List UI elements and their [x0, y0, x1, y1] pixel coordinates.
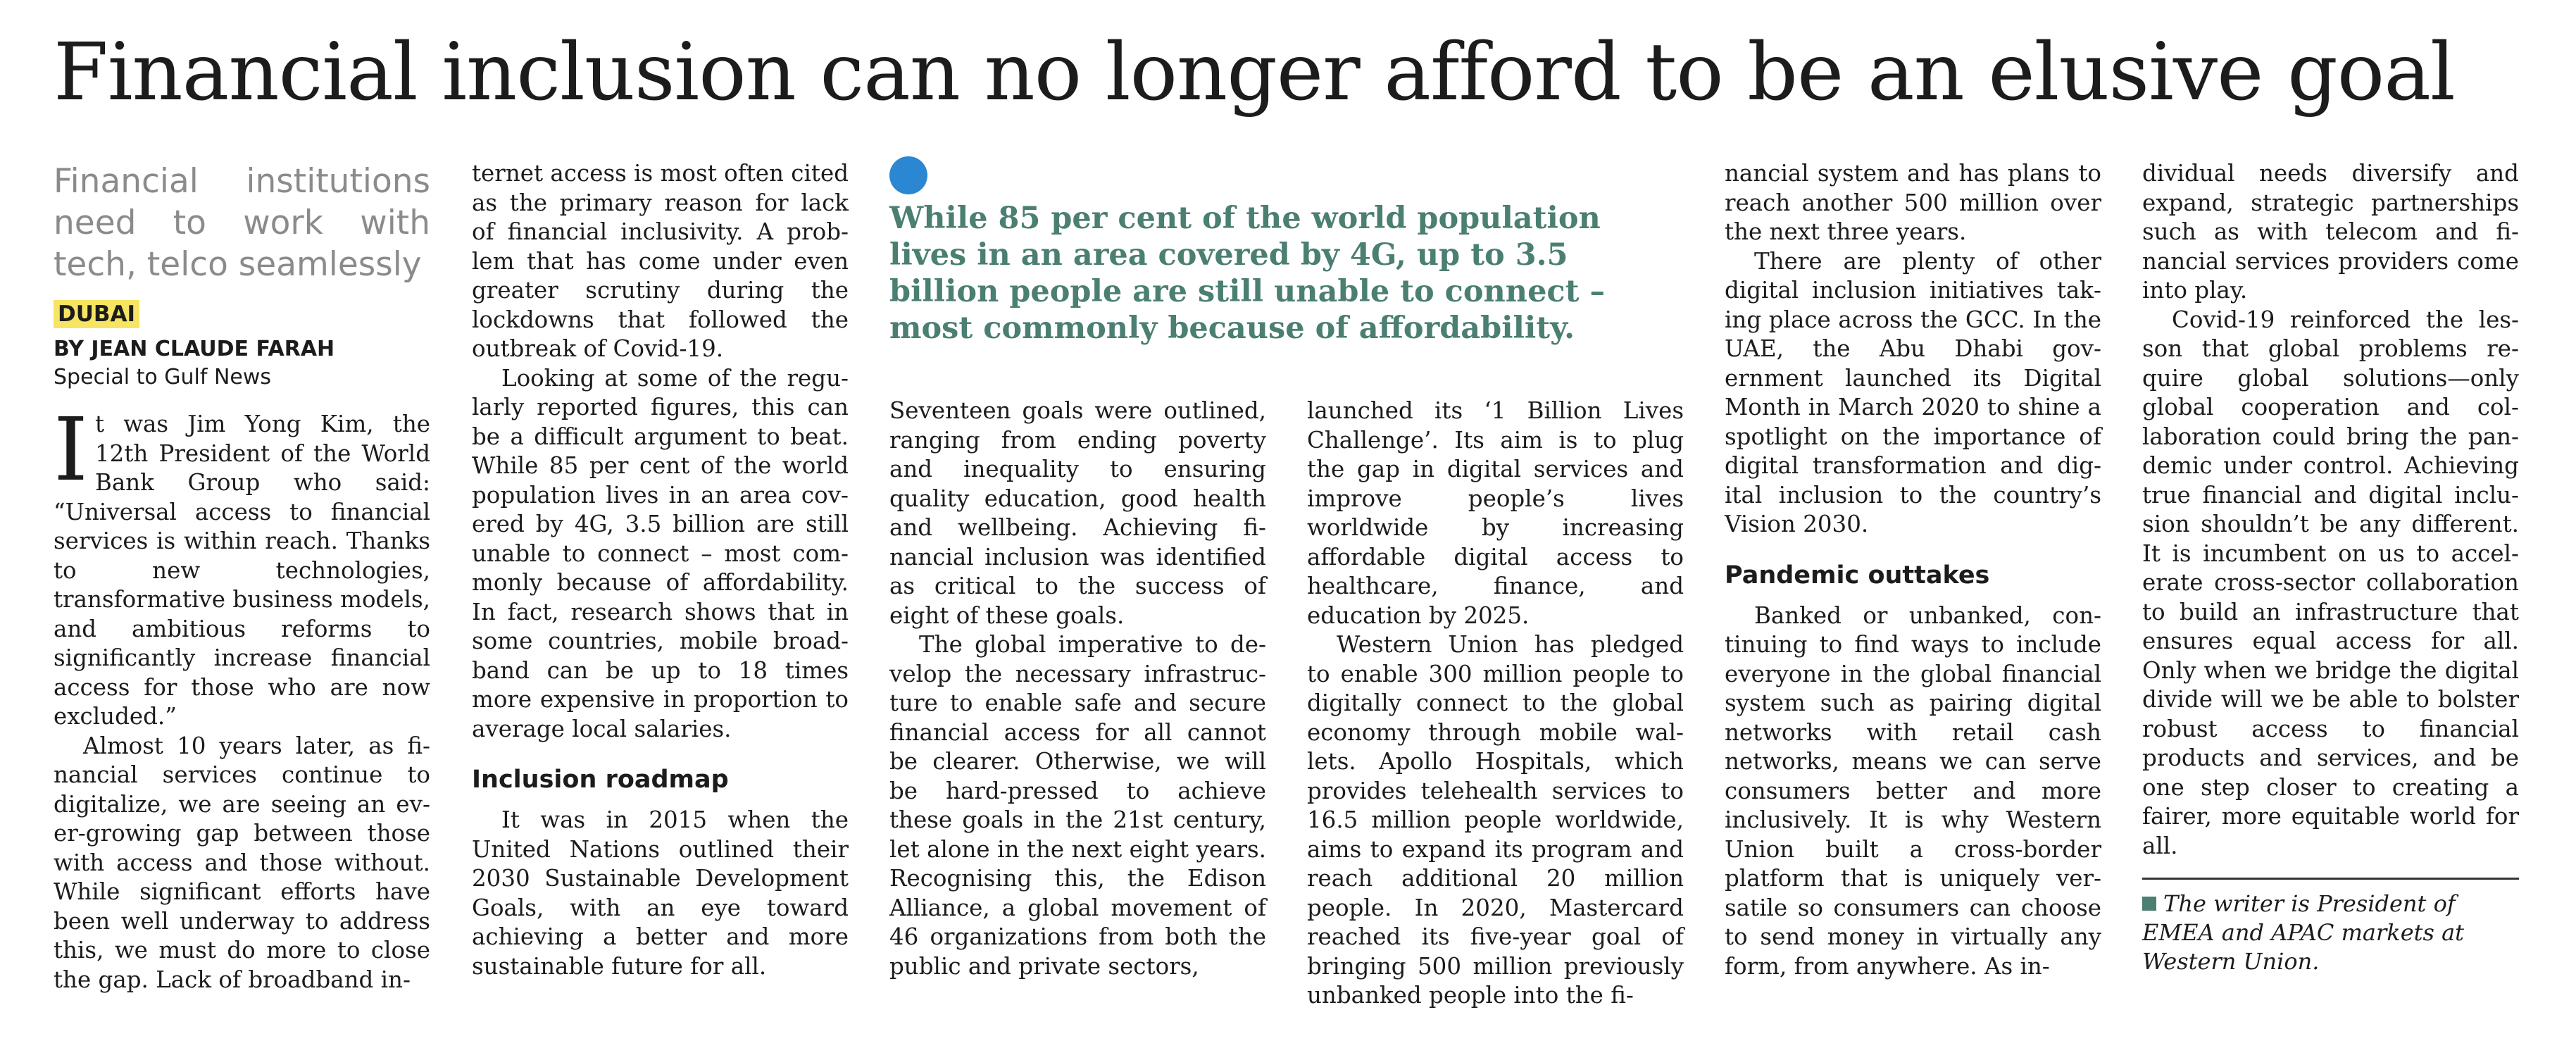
- bullet-dot-icon: [889, 156, 927, 194]
- paragraph: dividual needs diversify and expand, str…: [2142, 160, 2519, 304]
- column-4: launched its ‘1 Billion Lives Challenge’…: [1307, 397, 1684, 1011]
- column-2: ternet access is most often cited as the…: [472, 159, 849, 981]
- paragraph: It was in 2015 when the United Nations o…: [472, 806, 849, 980]
- pull-quote: While 85 per cent of the world populatio…: [889, 156, 1678, 347]
- paragraph-text: t was Jim Yong Kim, the 12th President o…: [54, 411, 430, 730]
- deck: Financial institutions need to work with…: [54, 162, 430, 284]
- subhead-pandemic-outtakes: Pandemic outtakes: [1725, 561, 1990, 590]
- subhead-inclusion-roadmap: Inclusion roadmap: [472, 766, 729, 794]
- column-6: dividual needs diversify and expand, str…: [2142, 159, 2519, 976]
- column-5: nancial system and has plans to reach an…: [1725, 159, 2101, 981]
- footnote-divider: [2142, 878, 2519, 880]
- byline-subtitle: Special to Gulf News: [54, 365, 272, 389]
- column-1: Financial institutions need to work with…: [54, 161, 430, 994]
- drop-cap: I: [54, 399, 88, 501]
- column-3: Seventeen goals were outlined, ranging f…: [889, 397, 1266, 981]
- paragraph: nancial system and has plans to reach an…: [1725, 160, 2101, 245]
- paragraph: launched its ‘1 Billion Lives Challenge’…: [1307, 397, 1684, 629]
- paragraph: The global imperative to de­velop the ne…: [889, 631, 1266, 980]
- author-footnote: The writer is President of EMEA and APAC…: [2142, 890, 2519, 976]
- paragraph: There are plenty of other digital inclus…: [1725, 247, 2101, 538]
- paragraph: Western Union has pledged to enable 300 …: [1307, 631, 1684, 1009]
- byline: BY JEAN CLAUDE FARAH: [54, 337, 335, 361]
- headline: Financial inclusion can no longer afford…: [54, 27, 2456, 118]
- paragraph: Covid-19 reinforced the les­son that glo…: [2142, 306, 2519, 859]
- footnote-text: The writer is President of EMEA and APAC…: [2142, 890, 2465, 975]
- paragraph: ternet access is most often cited as the…: [472, 160, 849, 362]
- paragraph: Banked or unbanked, con­tinuing to find …: [1725, 601, 2101, 980]
- paragraph: Almost 10 years later, as fi­nancial ser…: [54, 732, 430, 993]
- paragraph: Seventeen goals were outlined, ranging f…: [889, 397, 1266, 629]
- dateline: DUBAI: [54, 300, 140, 328]
- pull-quote-text: While 85 per cent of the world populatio…: [889, 201, 1605, 346]
- paragraph: Looking at some of the regu­larly report…: [472, 364, 849, 742]
- square-bullet-icon: [2142, 897, 2156, 911]
